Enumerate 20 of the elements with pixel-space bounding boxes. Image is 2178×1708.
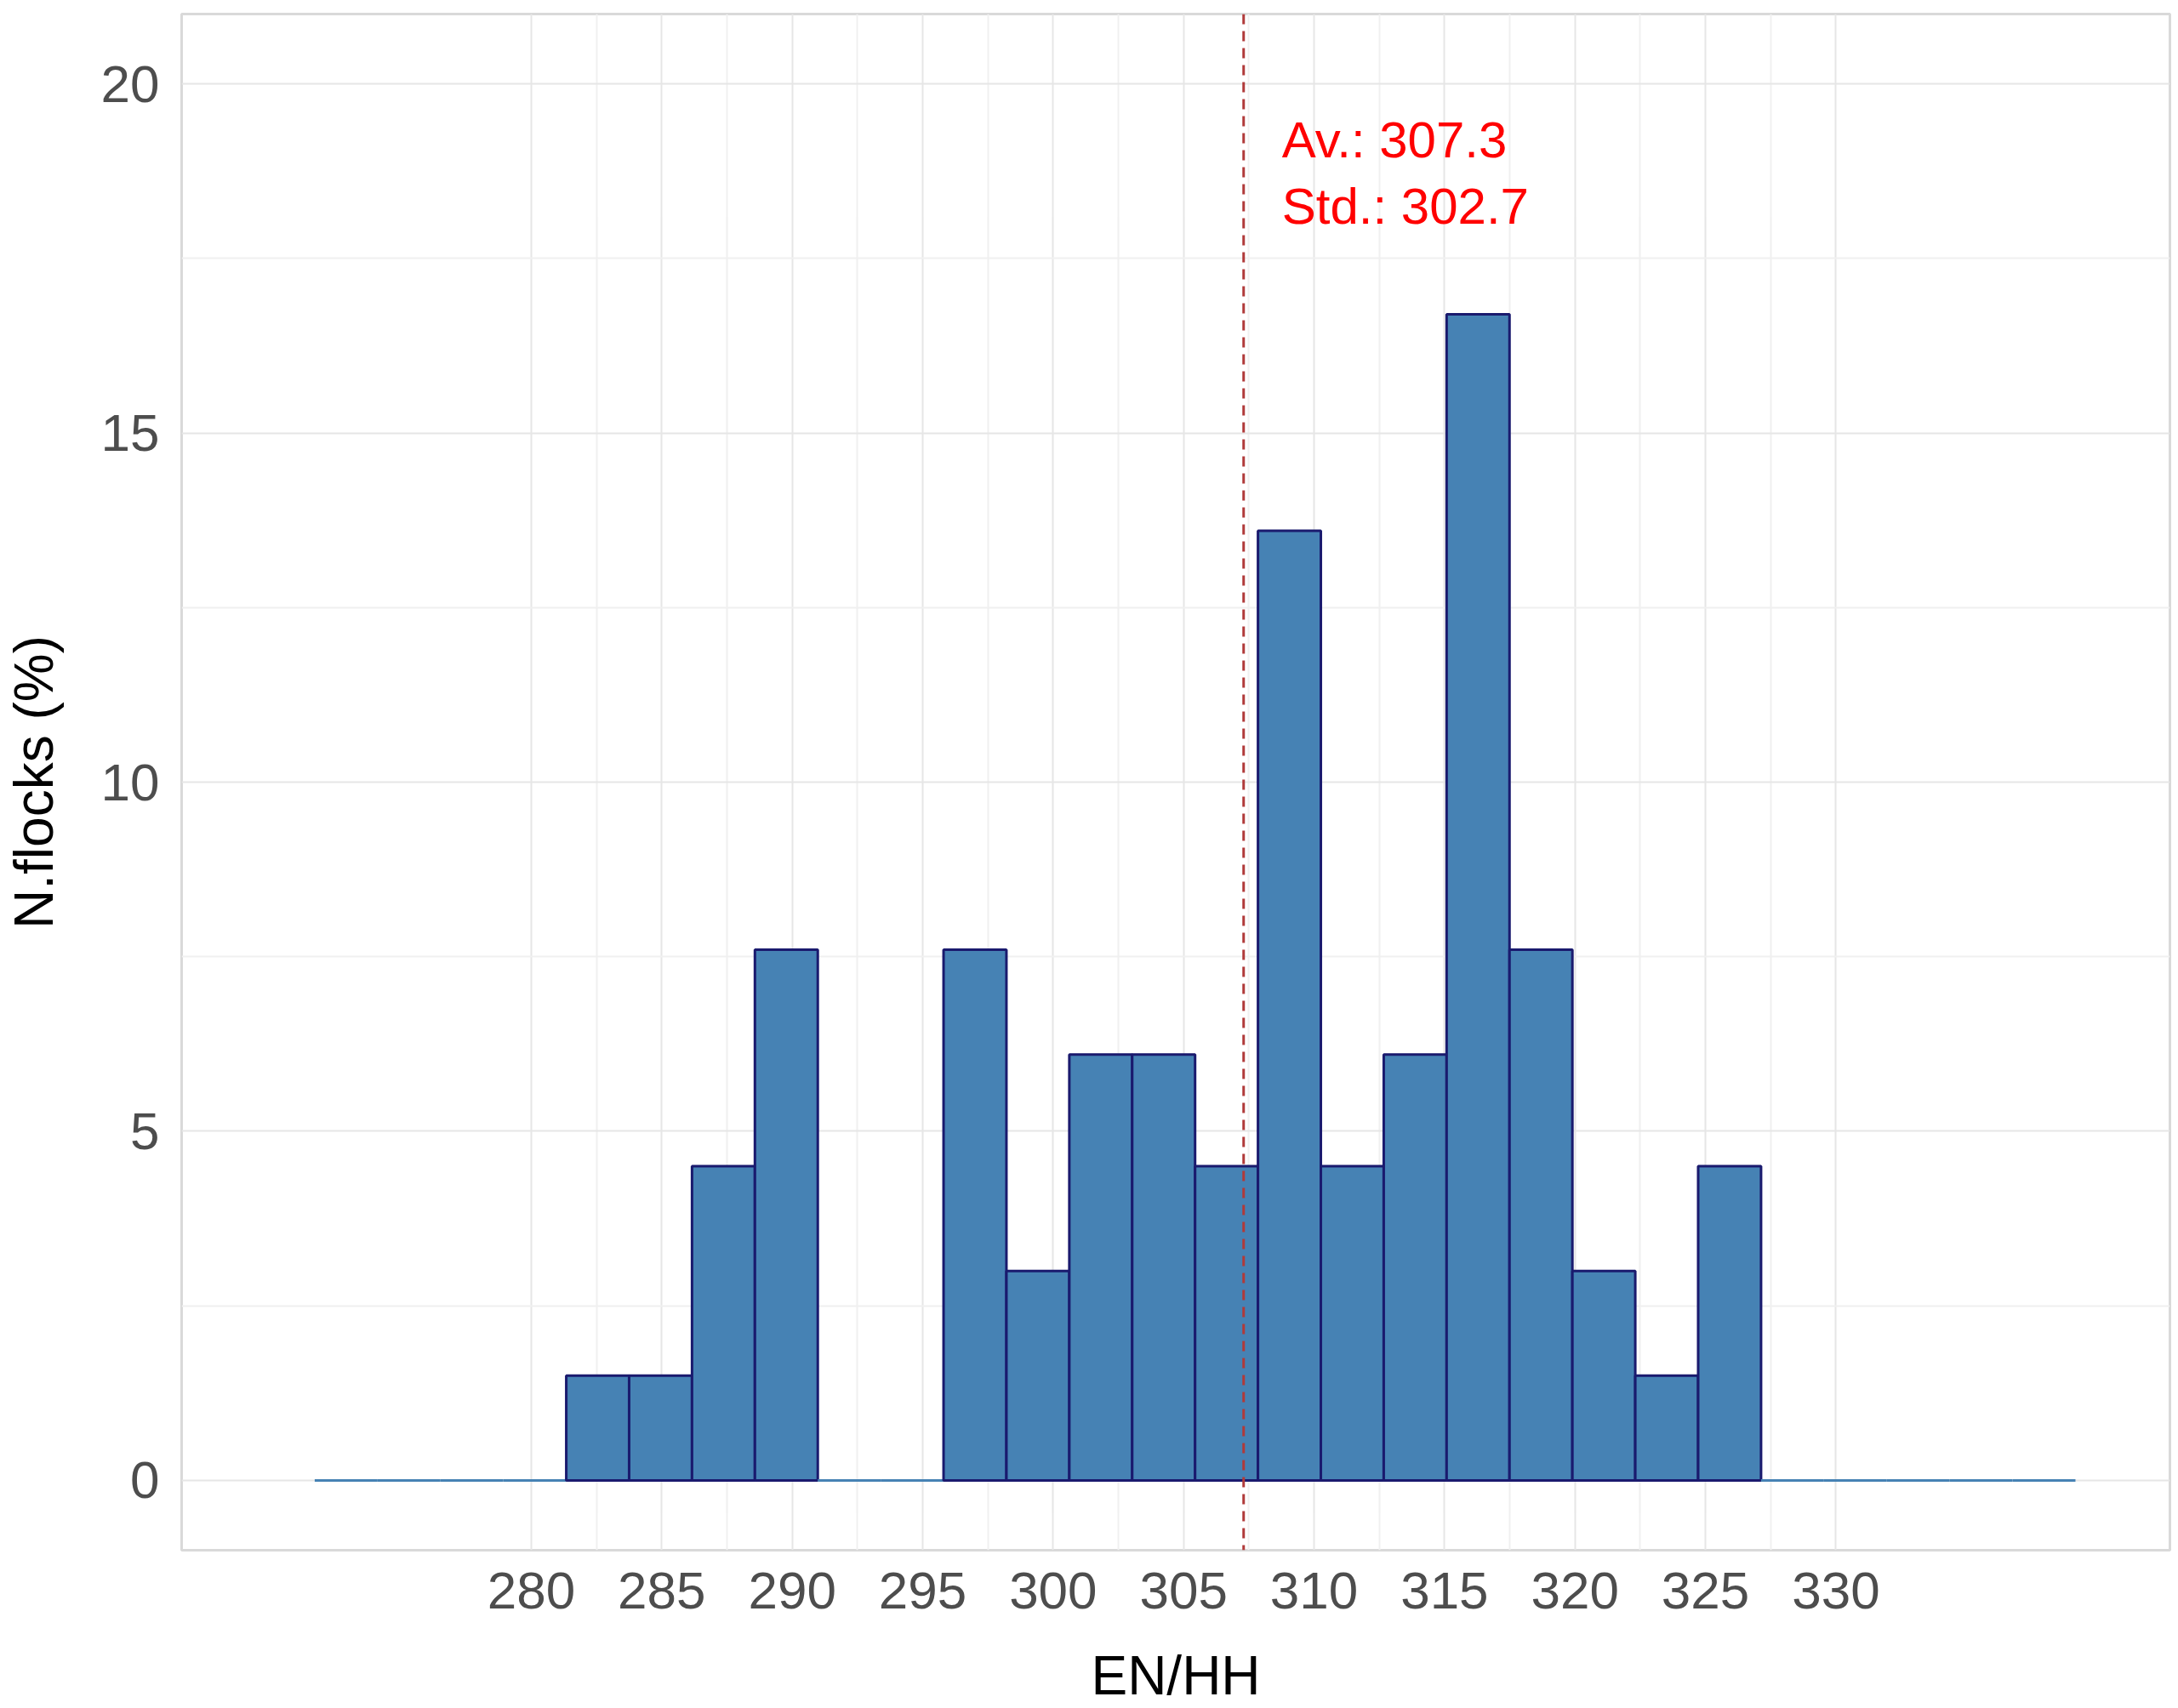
x-tick-label: 310	[1269, 1560, 1359, 1620]
x-tick-label: 320	[1531, 1560, 1619, 1620]
x-tick-label: 315	[1400, 1560, 1489, 1620]
annotation: Std.: 302.7	[1281, 177, 1529, 235]
y-tick-label: 5	[130, 1101, 160, 1160]
x-tick-label: 280	[487, 1560, 576, 1620]
y-tick-label: 10	[100, 752, 160, 811]
x-tick-label: 285	[618, 1560, 706, 1620]
y-tick-label: 0	[130, 1450, 160, 1510]
annotation: Av.: 307.3	[1281, 111, 1508, 168]
y-tick-label: 20	[100, 54, 160, 113]
x-tick-label: 290	[748, 1560, 836, 1620]
x-tick-label: 305	[1139, 1560, 1228, 1620]
y-tick-label: 15	[100, 403, 160, 463]
x-axis-title: EN/HH	[1091, 1644, 1261, 1706]
y-axis-title: N.flocks (%)	[3, 635, 65, 929]
x-tick-label: 330	[1792, 1560, 1880, 1620]
x-tick-label: 325	[1661, 1560, 1750, 1620]
x-tick-label: 295	[878, 1560, 967, 1620]
x-tick-label: 300	[1009, 1560, 1098, 1620]
